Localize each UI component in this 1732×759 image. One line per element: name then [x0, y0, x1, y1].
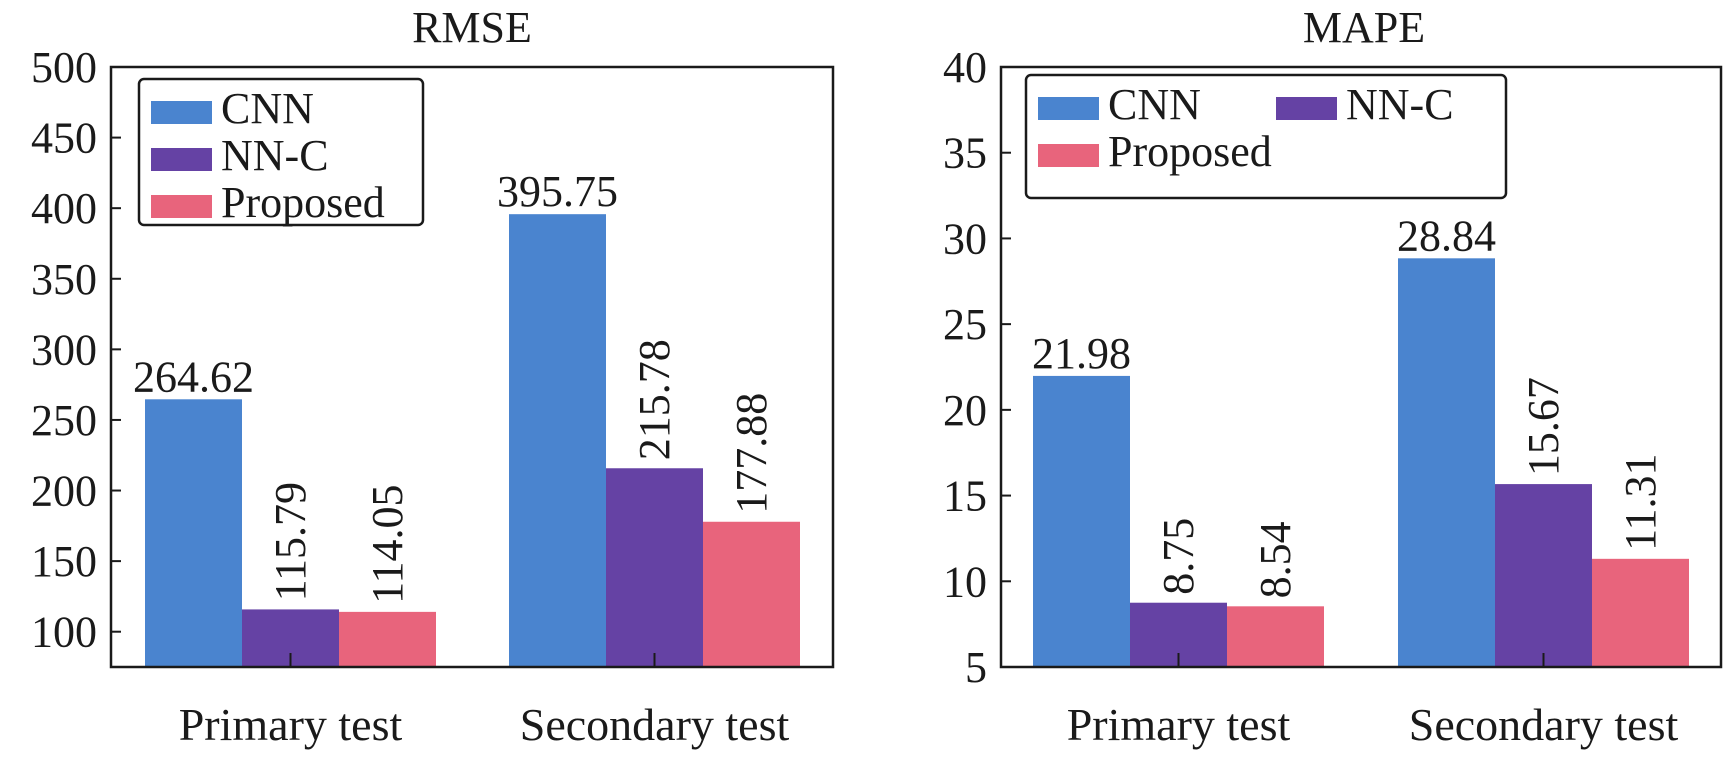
- plot-frame: [109, 65, 835, 669]
- y-tick-label: 15: [943, 472, 987, 521]
- x-tick-label: Secondary test: [1409, 699, 1679, 750]
- data-label: 115.79: [266, 482, 315, 601]
- legend-label: NN-C: [221, 131, 329, 180]
- chart-title: MAPE: [1303, 3, 1425, 52]
- bar-proposed-1: [339, 611, 436, 667]
- legend-label: Proposed: [221, 178, 385, 227]
- legend-swatch: [151, 195, 212, 218]
- x-tick-label: Secondary test: [520, 699, 790, 750]
- bar-proposed-1: [1227, 606, 1324, 667]
- legend-swatch: [1038, 144, 1099, 167]
- y-tick-label: 5: [965, 643, 987, 692]
- bar-cnn-2: [509, 214, 606, 668]
- data-label: 395.75: [497, 167, 618, 216]
- data-label: 177.88: [727, 393, 776, 514]
- y-tick-label: 350: [31, 255, 97, 304]
- legend-swatch: [151, 148, 212, 171]
- bar-cnn-2: [1398, 258, 1495, 667]
- data-label: 28.84: [1397, 211, 1496, 260]
- y-tick-label: 300: [31, 325, 97, 374]
- y-tick-label: 100: [31, 608, 97, 657]
- legend-label: CNN: [221, 84, 314, 133]
- data-label: 15.67: [1519, 377, 1568, 476]
- bar-cnn-1: [1033, 375, 1130, 667]
- legend-swatch: [1276, 97, 1337, 120]
- data-label: 215.78: [630, 339, 679, 460]
- data-label: 264.62: [133, 352, 254, 401]
- y-tick-label: 30: [943, 214, 987, 263]
- y-tick-label: 400: [31, 184, 97, 233]
- x-tick-label: Primary test: [179, 699, 403, 750]
- legend-swatch: [1038, 97, 1099, 120]
- chart-panel-rmse: RMSE 264.62 115.79 114.05 395.75 215.78 177.88…: [31, 3, 835, 750]
- bar-proposed-2: [1592, 558, 1689, 667]
- data-label: 21.98: [1032, 329, 1131, 378]
- y-tick-label: 10: [943, 557, 987, 606]
- y-tick-label: 20: [943, 386, 987, 435]
- legend: CNN NN-C Proposed: [1024, 73, 1508, 200]
- chart-title: RMSE: [412, 3, 532, 52]
- data-label: 8.75: [1154, 518, 1203, 595]
- bar-nn-c-2: [606, 468, 703, 667]
- bar-nn-c-2: [1495, 484, 1592, 667]
- x-tick-label: Primary test: [1067, 699, 1291, 750]
- bar-cnn-1: [145, 399, 242, 667]
- y-tick-label: 200: [31, 467, 97, 516]
- y-tick-label: 450: [31, 114, 97, 163]
- legend-swatch: [151, 101, 212, 124]
- data-label: 114.05: [363, 484, 412, 603]
- y-tick-label: 250: [31, 396, 97, 445]
- chart-panel-mape: MAPE 21.98 8.75 8.54 28.84 15.67 11.31 5 10 15 20 2…: [943, 3, 1723, 750]
- y-tick-label: 35: [943, 129, 987, 178]
- bar-proposed-2: [703, 521, 800, 667]
- legend-label: CNN: [1108, 80, 1201, 129]
- data-label: 11.31: [1616, 453, 1665, 550]
- plot-frame: [999, 65, 1723, 669]
- legend-label: NN-C: [1346, 80, 1454, 129]
- legend-frame: [1024, 73, 1508, 200]
- data-label: 8.54: [1251, 521, 1300, 598]
- y-tick-label: 500: [31, 43, 97, 92]
- legend-label: Proposed: [1108, 127, 1272, 176]
- y-tick-label: 40: [943, 43, 987, 92]
- y-tick-label: 25: [943, 300, 987, 349]
- y-tick-label: 150: [31, 537, 97, 586]
